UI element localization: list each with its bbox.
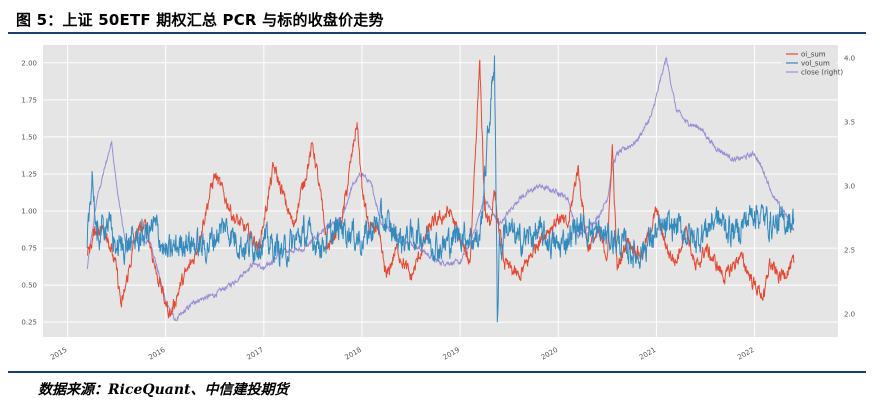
x-tick-label: 2020 [540, 346, 559, 362]
series-line-close-right- [86, 57, 795, 322]
y-tick-labels-right: 2.0 2.5 3.0 3.5 4.0 [844, 54, 855, 318]
y-tick-label-left: 1.00 [21, 208, 37, 216]
x-tick-label: 2021 [638, 346, 657, 362]
y-tick-label-left: 1.50 [21, 133, 37, 141]
legend-box [782, 47, 836, 81]
bottom-rule [8, 371, 866, 373]
y-tick-label-left: 0.25 [21, 319, 37, 327]
top-rule [8, 32, 866, 34]
grid-lines [43, 45, 838, 337]
x-tick-label: 2019 [442, 346, 461, 362]
y-tick-label-left: 1.75 [21, 96, 37, 104]
series-line-oi-sum [86, 59, 795, 319]
source-note: 数据来源：RiceQuant、中信建投期货 [38, 382, 289, 398]
x-tick-label: 2015 [49, 346, 68, 362]
y-tick-label-right: 3.0 [844, 182, 855, 190]
x-tick-label: 2016 [147, 346, 167, 362]
series-line-vol-sum [86, 55, 795, 323]
x-tick-label: 2018 [344, 346, 363, 362]
y-tick-label-right: 3.5 [844, 118, 855, 126]
figure-title: 图 5：上证 50ETF 期权汇总 PCR 与标的收盘价走势 [16, 11, 384, 29]
y-tick-label-right: 2.0 [844, 310, 855, 318]
y-tick-label-left: 0.75 [21, 245, 37, 253]
y-tick-label-left: 1.25 [21, 170, 37, 178]
y-tick-labels-left: 0.25 0.50 0.75 1.00 1.25 1.50 1.75 2.00 [21, 59, 37, 326]
y-tick-label-right: 2.5 [844, 246, 855, 254]
x-tick-labels: 2015 2016 2017 2018 2019 2020 2021 2022 [49, 346, 755, 362]
y-tick-label-right: 4.0 [844, 54, 855, 62]
y-tick-label-left: 0.50 [21, 282, 37, 290]
plot-background [43, 45, 838, 337]
legend-label: oi_sum [801, 51, 826, 59]
y-tick-label-left: 2.00 [21, 59, 37, 67]
series-lines [86, 55, 795, 323]
legend-label: close (right) [801, 69, 843, 77]
x-tick-label: 2022 [736, 346, 755, 362]
x-tick-label: 2017 [245, 346, 264, 362]
legend-label: vol_sum [801, 60, 830, 68]
